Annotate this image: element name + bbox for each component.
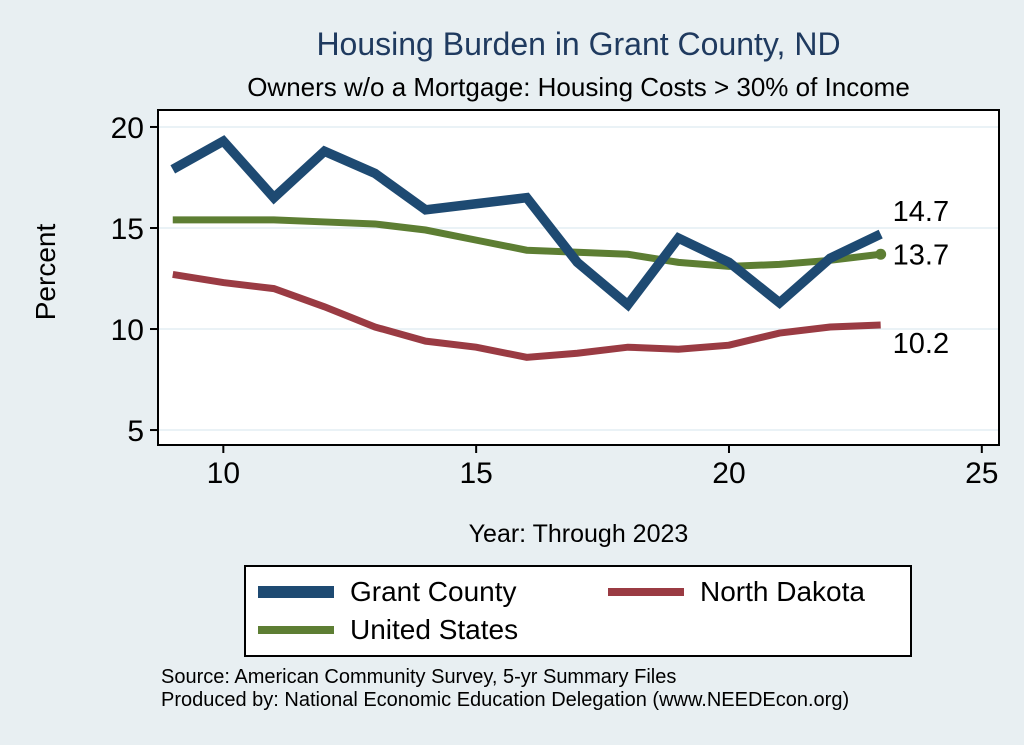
y-tick-label: 10 [111,314,144,347]
y-axis-title: Percent [30,223,61,321]
x-axis-title: Year: Through 2023 [468,520,689,548]
legend-item-united-states: United States [258,611,608,649]
grant-county-swatch [258,586,334,598]
x-tick-label: 15 [459,457,492,490]
legend-label-grant-county: Grant County [350,576,517,607]
legend-item-north-dakota: North Dakota [608,573,910,611]
series-line-north-dakota [172,271,881,361]
end-value-label: 14.7 [893,196,949,228]
y-tick-label: 5 [127,415,144,448]
north-dakota-swatch [608,588,684,596]
end-value-label: 10.2 [893,328,949,360]
x-tick-label: 10 [207,457,240,490]
series-end-dot-united-states [875,248,887,260]
end-value-label: 13.7 [893,239,949,271]
series-line-united-states [172,216,882,270]
legend: Grant County North Dakota United States [244,565,912,657]
chart-subtitle: Owners w/o a Mortgage: Housing Costs > 3… [247,72,910,102]
chart-title: Housing Burden in Grant County, ND [316,26,841,62]
united-states-swatch [258,626,334,634]
plot-background [157,109,1000,446]
legend-item-grant-county: Grant County [258,573,608,611]
x-tick-label: 20 [712,457,745,490]
legend-label-north-dakota: North Dakota [700,576,865,607]
y-tick-label: 15 [111,213,144,246]
producer-line: Produced by: National Economic Education… [161,689,850,711]
source-line: Source: American Community Survey, 5-yr … [161,666,677,688]
series-line-grant-county [170,135,883,312]
y-tick-label: 20 [111,112,144,145]
legend-label-united-states: United States [350,614,519,645]
x-tick-label: 25 [965,457,998,490]
source-note: Source: American Community Survey, 5-yr … [161,666,849,712]
